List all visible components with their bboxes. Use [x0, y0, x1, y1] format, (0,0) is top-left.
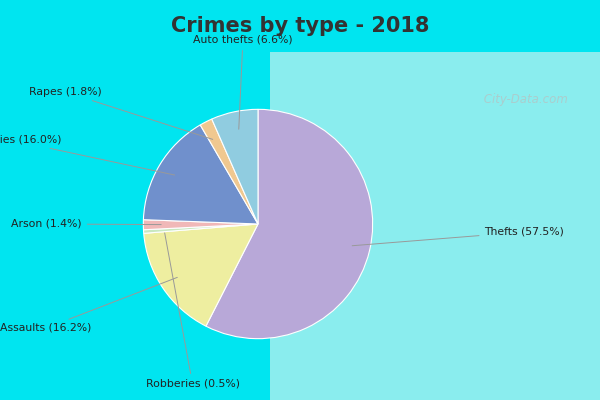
Wedge shape — [200, 119, 258, 224]
Text: Arson (1.4%): Arson (1.4%) — [11, 219, 161, 229]
Wedge shape — [144, 224, 258, 326]
Wedge shape — [143, 125, 258, 224]
Text: Thefts (57.5%): Thefts (57.5%) — [352, 227, 565, 246]
Text: Assaults (16.2%): Assaults (16.2%) — [1, 277, 178, 333]
Text: Rapes (1.8%): Rapes (1.8%) — [29, 87, 212, 139]
Text: Auto thefts (6.6%): Auto thefts (6.6%) — [193, 35, 293, 129]
Bar — [270, 52, 600, 400]
Text: City-Data.com: City-Data.com — [480, 94, 568, 106]
Text: Robberies (0.5%): Robberies (0.5%) — [146, 233, 239, 389]
Wedge shape — [143, 224, 258, 233]
Text: Burglaries (16.0%): Burglaries (16.0%) — [0, 135, 175, 175]
Text: Crimes by type - 2018: Crimes by type - 2018 — [171, 16, 429, 36]
Wedge shape — [143, 220, 258, 230]
Wedge shape — [212, 109, 258, 224]
Wedge shape — [206, 109, 373, 339]
